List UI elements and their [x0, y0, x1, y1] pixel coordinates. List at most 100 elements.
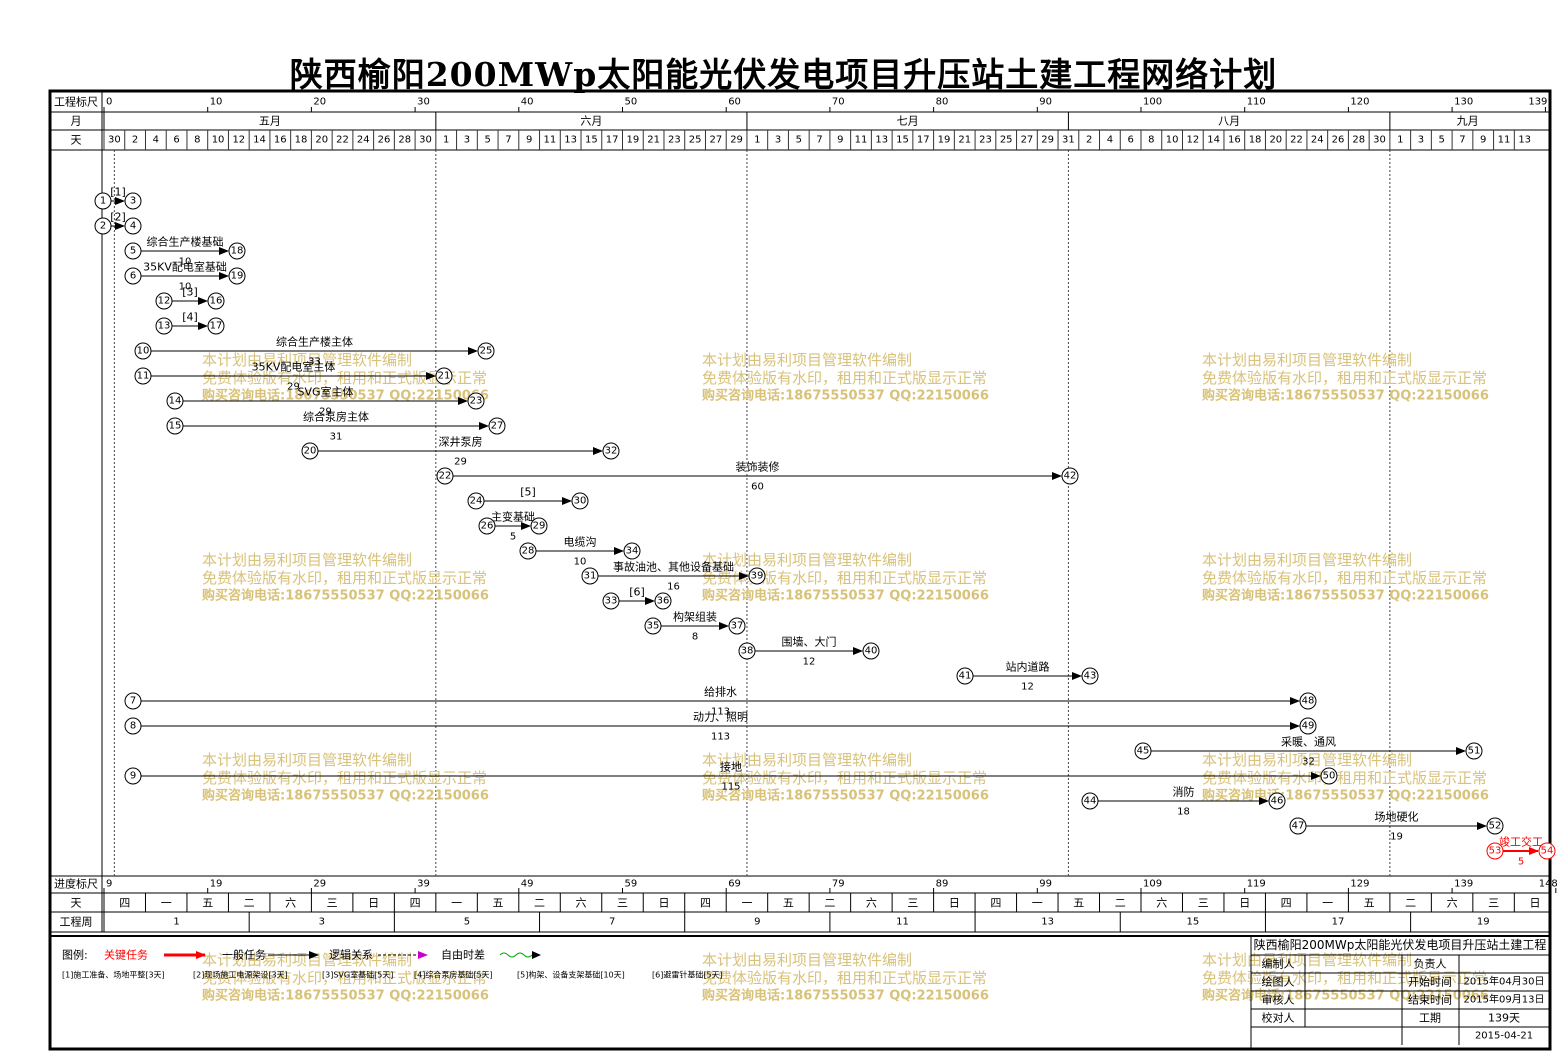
event-node-number: 34	[626, 546, 639, 557]
task-label: [2]	[110, 211, 126, 224]
legend-float-head	[532, 951, 541, 959]
info-end-value: 2015年09月13日	[1464, 993, 1545, 1006]
task-label: 给排水	[704, 685, 737, 699]
task-duration: 16	[667, 582, 680, 593]
day-tick-label: 25	[1000, 135, 1013, 146]
weekday-label: 一	[161, 897, 172, 910]
day-tick-label: 3	[464, 135, 470, 146]
event-node-number: 8	[130, 721, 136, 732]
task-28-34: 电缆沟 10 28 34	[519, 536, 641, 568]
day-tick-label: 27	[709, 135, 722, 146]
task-duration: 8	[692, 632, 698, 643]
day-tick-label: 11	[855, 135, 868, 146]
task-duration: 10	[179, 257, 192, 268]
event-node-number: 42	[1064, 471, 1077, 482]
task-41-43: 站内道路 12 41 43	[956, 660, 1099, 693]
event-node	[956, 667, 974, 685]
event-node-number: 51	[1468, 746, 1481, 757]
day-tick-label: 16	[274, 135, 287, 146]
weekday-label: 五	[202, 897, 213, 910]
weekday-label: 三	[1488, 897, 1499, 910]
event-node-number: 54	[1541, 846, 1554, 857]
watermark-line: 购买咨询电话:18675550537 QQ:22150066	[202, 988, 489, 1004]
event-node	[124, 717, 142, 735]
event-node	[519, 542, 537, 560]
task-45-51: 采暖、通风 32 45 51	[1134, 736, 1483, 768]
progress-tick-label: 69	[728, 879, 741, 890]
month-label-2: 七月	[897, 115, 919, 128]
ruler-label: 工程标尺	[54, 95, 98, 109]
watermark-line: 购买咨询电话:18675550537 QQ:22150066	[202, 388, 489, 404]
day-tick-label: 8	[1148, 135, 1154, 146]
event-node-number: 18	[231, 246, 244, 257]
progress-tick-label: 79	[832, 879, 845, 890]
day-tick-label: 13	[1518, 135, 1531, 146]
event-node	[571, 492, 589, 510]
event-node-number: 50	[1323, 771, 1336, 782]
ruler-tick-label: 60	[728, 97, 741, 108]
info-table-frame	[1250, 935, 1551, 1050]
event-node-number: 21	[438, 371, 451, 382]
legend-note: [3]SVG室基础[5天]	[322, 970, 393, 980]
weekday-label: 六	[1447, 897, 1458, 910]
legend-note: [6]避雷针基础[5天]	[652, 970, 723, 980]
weekday-label: 四	[410, 897, 421, 910]
day-tick-label: 7	[816, 135, 822, 146]
legend-note: [1]施工准备、场地平整[3天]	[62, 970, 165, 980]
day-tick-label: 30	[1373, 135, 1386, 146]
watermark-line: 免费体验版有水印，租用和正式版显示正常	[702, 369, 987, 387]
day-tick-label: 23	[979, 135, 992, 146]
task-duration: 113	[711, 732, 730, 743]
task-label: 站内道路	[1006, 660, 1050, 674]
weekday-label: 二	[1405, 897, 1416, 910]
day-tick-label: 10	[1166, 135, 1179, 146]
progress-tick-label: 29	[313, 879, 326, 890]
watermark-line: 本计划由易利项目管理软件编制	[1202, 351, 1412, 369]
day-tick-label: 9	[526, 135, 532, 146]
ruler-tick-label: 90	[1039, 97, 1052, 108]
task-duration: 32	[1302, 757, 1315, 768]
day-tick-label: 7	[505, 135, 511, 146]
progress-tick-label: 109	[1143, 879, 1162, 890]
watermark-line: 本计划由易利项目管理软件编制	[702, 751, 912, 769]
event-node	[228, 242, 246, 260]
watermark-line: 免费体验版有水印，租用和正式版显示正常	[202, 769, 487, 787]
task-label: 围墙、大门	[782, 635, 837, 649]
watermark-line: 免费体验版有水印，租用和正式版显示正常	[702, 969, 987, 987]
watermark-line: 本计划由易利项目管理软件编制	[702, 551, 912, 569]
event-node-number: 5	[130, 246, 136, 257]
day-tick-label: 16	[1228, 135, 1241, 146]
legend-normal-label: 一般任务	[222, 949, 266, 962]
event-node	[1081, 667, 1099, 685]
month-label: 月	[71, 115, 82, 128]
event-node	[94, 217, 112, 235]
event-node	[124, 692, 142, 710]
day-tick-label: 21	[647, 135, 660, 146]
day-tick-label: 5	[485, 135, 491, 146]
day-tick-label: 22	[1290, 135, 1303, 146]
event-node	[1081, 792, 1099, 810]
weekday-label: 四	[700, 897, 711, 910]
day-tick-label: 3	[1418, 135, 1424, 146]
day-tick-label: 11	[544, 135, 557, 146]
task-12-16: [3] 12 16	[155, 286, 225, 310]
task-duration: 12	[803, 657, 816, 668]
month-label-3: 八月	[1218, 115, 1240, 128]
event-node-number: 28	[522, 546, 535, 557]
task-duration: 5	[1518, 857, 1524, 868]
event-node-number: 49	[1302, 721, 1315, 732]
event-node-number: 41	[959, 671, 972, 682]
event-node	[728, 617, 746, 635]
event-node-number: 26	[481, 521, 494, 532]
ruler-tick-label: 0	[106, 97, 112, 108]
event-node	[738, 642, 756, 660]
event-node-number: 23	[470, 396, 483, 407]
task-label: 采暖、通风	[1281, 736, 1336, 749]
watermark-line: 购买咨询电话:18675550537 QQ:22150066	[702, 988, 989, 1004]
day-tick-label: 13	[564, 135, 577, 146]
event-node	[207, 292, 225, 310]
day-tick-label: 1	[754, 135, 760, 146]
weekday-label: 四	[990, 897, 1001, 910]
weekday-label: 四	[1281, 897, 1292, 910]
